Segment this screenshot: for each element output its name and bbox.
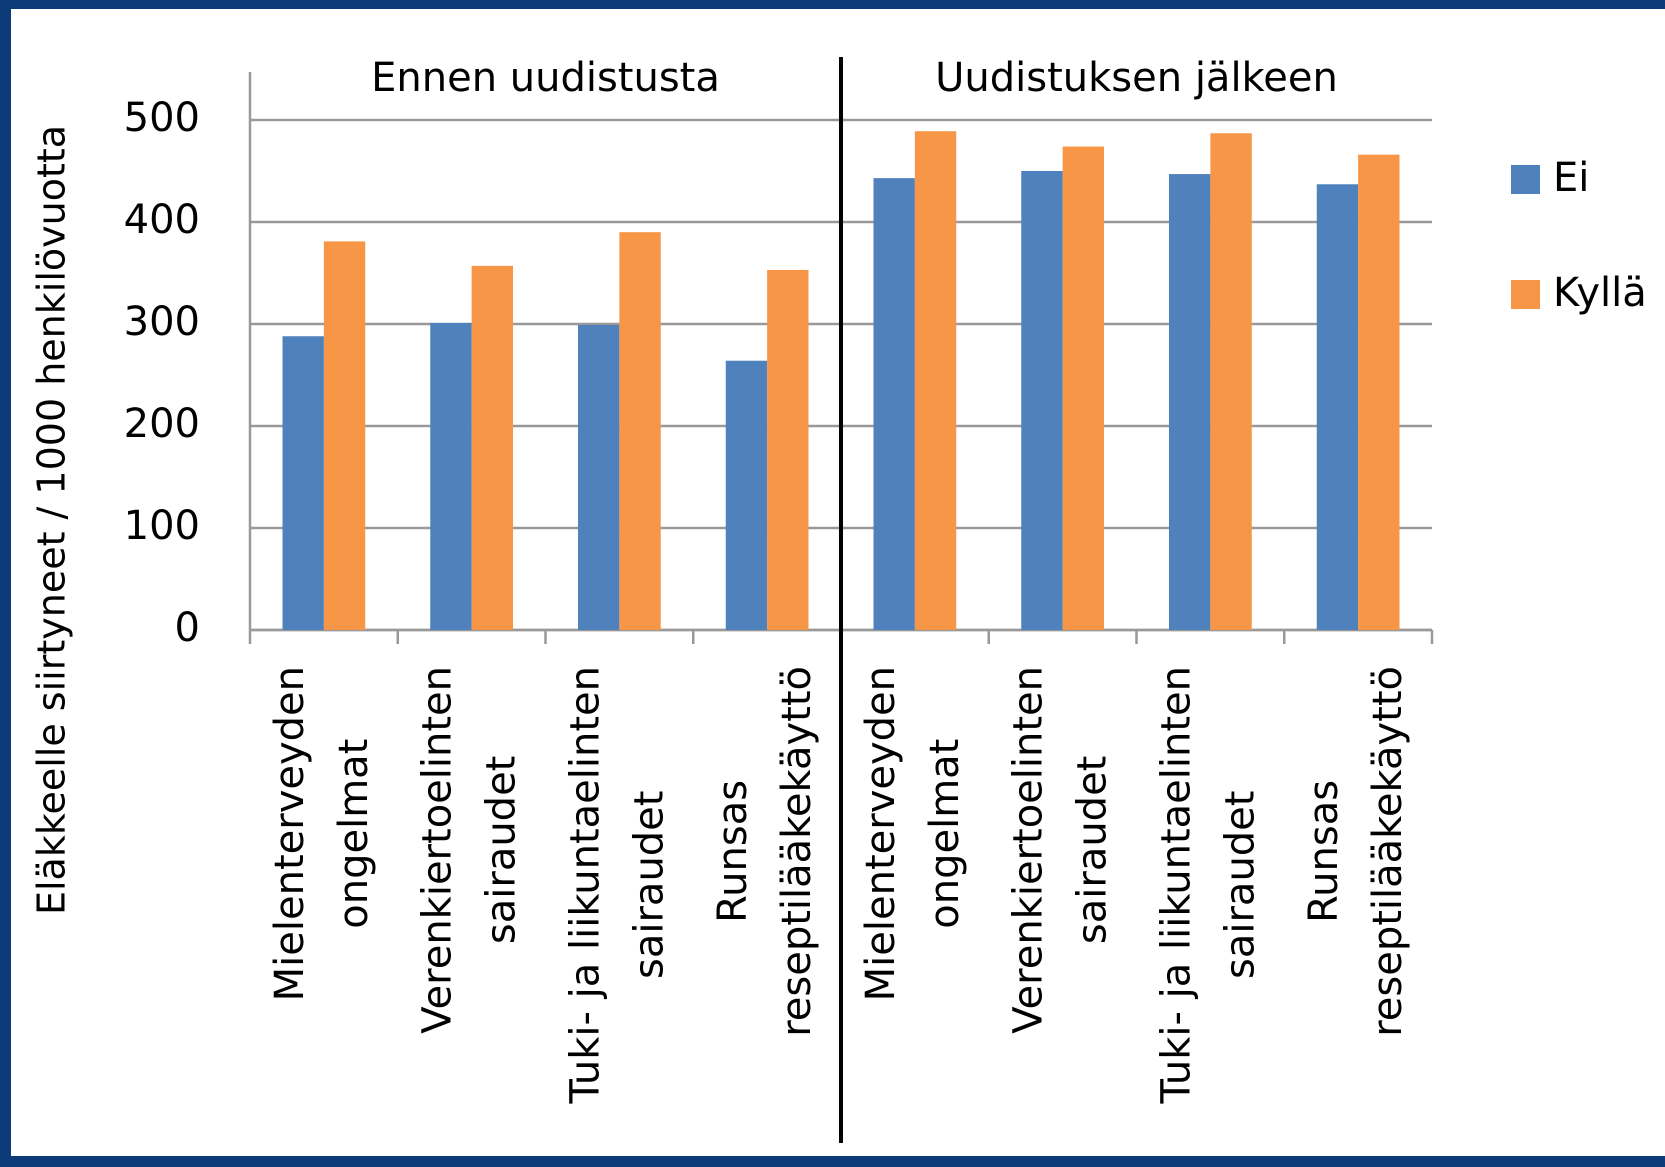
bar — [471, 265, 513, 630]
legend-swatch — [1511, 280, 1540, 309]
y-tick-label: 400 — [124, 197, 200, 243]
bar — [873, 178, 915, 630]
group-label: Ennen uudistusta — [371, 55, 720, 101]
bar — [1316, 184, 1359, 630]
y-tick-label: 300 — [124, 299, 200, 345]
y-tick-label: 500 — [124, 95, 200, 141]
bar — [619, 232, 661, 630]
x-tick-label-line: sairaudet — [1217, 791, 1263, 979]
bar — [1169, 174, 1211, 630]
bar — [282, 336, 324, 630]
x-tick-label-line: ongelmat — [922, 739, 968, 929]
x-tick-label-line: Verenkiertoelinten — [1006, 666, 1052, 1034]
x-tick-label-line: Mielenterveyden — [858, 666, 904, 1001]
x-tick-label-line: Mielenterveyden — [267, 666, 313, 1001]
x-tick-label: Verenkiertoelinten sairaudet — [415, 666, 525, 1034]
bar — [578, 325, 620, 630]
y-tick-label: 100 — [124, 503, 200, 549]
x-tick-label-line: Runsas — [710, 780, 756, 923]
x-tick-label-line: Runsas — [1301, 780, 1347, 923]
legend-label: Ei — [1553, 155, 1589, 201]
bar — [1021, 171, 1063, 630]
x-tick-label: Runsas reseptilääkekäyttö — [1301, 666, 1411, 1037]
x-tick-label-line: Tuki- ja liikuntaelinten — [1153, 666, 1199, 1104]
bar — [1062, 146, 1104, 630]
y-tick-label: 0 — [175, 605, 200, 651]
x-tick-label-line: sairaudet — [1070, 756, 1116, 944]
x-tick-label: Mielenterveyden ongelmat — [858, 666, 968, 1001]
group-label: Uudistuksen jälkeen — [935, 55, 1338, 101]
legend-swatch — [1511, 165, 1540, 194]
x-tick-label-line: sairaudet — [479, 756, 525, 944]
legend-label: Kyllä — [1553, 270, 1647, 316]
x-tick-label: Verenkiertoelinten sairaudet — [1006, 666, 1116, 1034]
x-tick-label-line: Verenkiertoelinten — [415, 666, 461, 1034]
x-tick-label: Mielenterveyden ongelmat — [267, 666, 377, 1001]
bar — [767, 269, 809, 630]
x-tick-label: Tuki- ja liikuntaelinten sairaudet — [562, 666, 672, 1104]
x-tick-label-line: reseptilääkekäyttö — [774, 666, 820, 1037]
y-tick-label: 200 — [124, 401, 200, 447]
bar — [323, 241, 366, 630]
x-tick-label-line: ongelmat — [331, 739, 377, 929]
y-axis-label: Eläkkeelle siirtyneet / 1000 henkilövuot… — [30, 125, 74, 915]
bar — [1358, 154, 1400, 630]
x-tick-label: Tuki- ja liikuntaelinten sairaudet — [1153, 666, 1263, 1104]
bar — [725, 360, 768, 630]
bar — [430, 322, 472, 630]
bar — [914, 131, 957, 630]
x-tick-label-line: Tuki- ja liikuntaelinten — [562, 666, 608, 1104]
x-tick-label-line: reseptilääkekäyttö — [1365, 666, 1411, 1037]
bar — [1210, 133, 1252, 630]
x-tick-label-line: sairaudet — [626, 791, 672, 979]
x-tick-label: Runsas reseptilääkekäyttö — [710, 666, 820, 1037]
